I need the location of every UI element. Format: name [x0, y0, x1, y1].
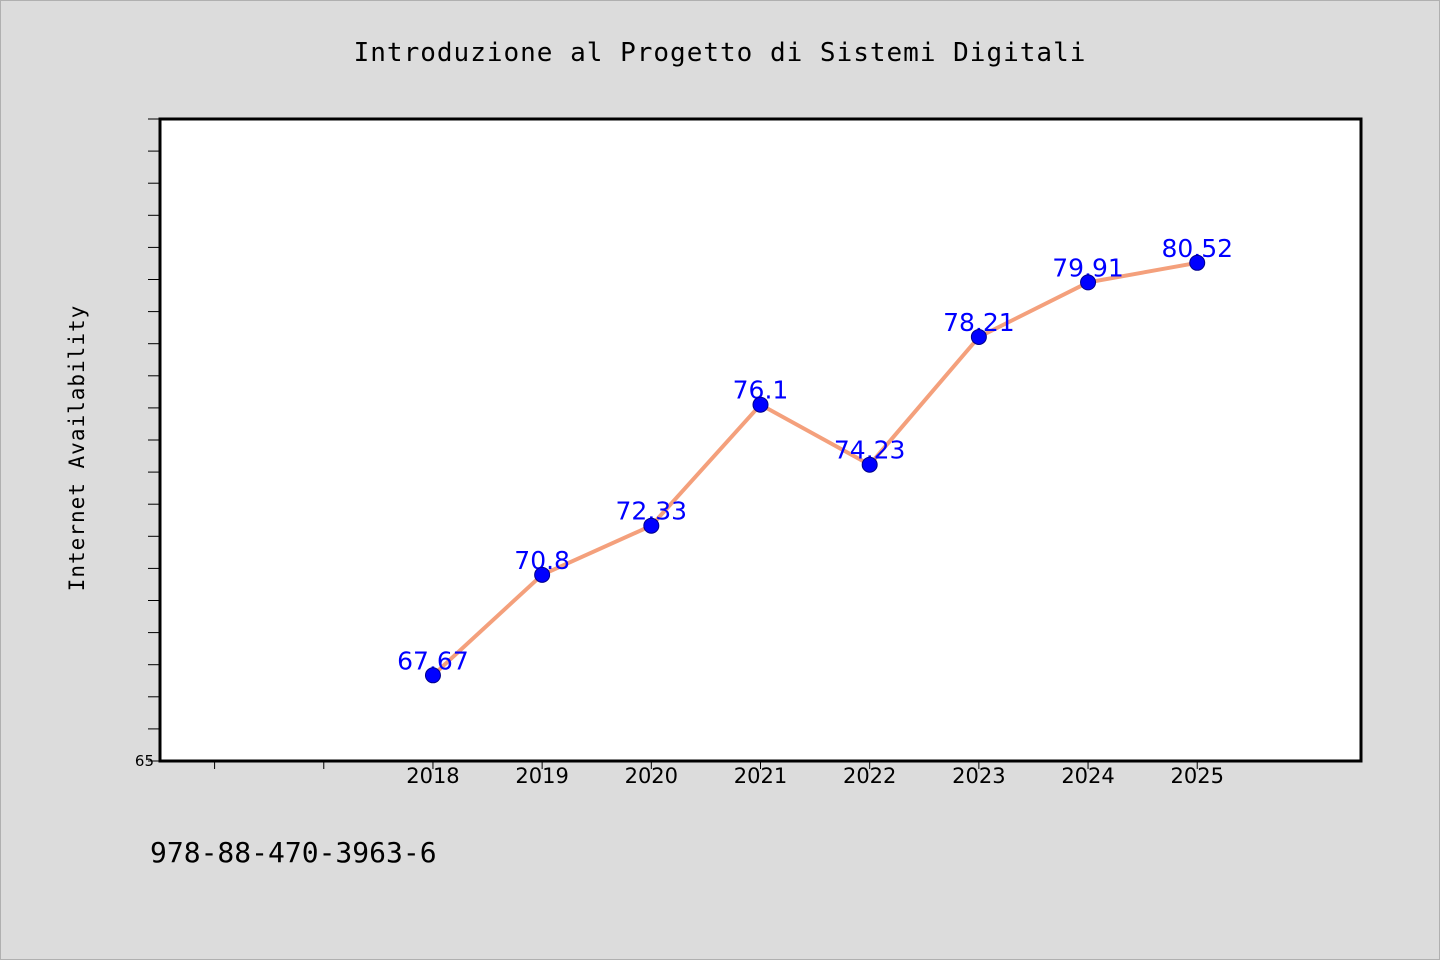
x-tick-label: 2021	[734, 764, 787, 788]
data-point	[861, 456, 878, 473]
series-line	[431, 260, 1198, 677]
data-point	[1080, 274, 1097, 291]
data-point	[752, 396, 769, 413]
x-tick-label: 2020	[625, 764, 678, 788]
plot-area	[158, 117, 1363, 763]
data-point	[424, 667, 441, 684]
y-axis-label: Internet Availability	[65, 305, 89, 592]
data-point	[970, 328, 987, 345]
data-point	[1189, 254, 1206, 271]
x-tick-label: 2023	[952, 764, 1005, 788]
x-tick-label: 2025	[1171, 764, 1224, 788]
x-tick-label: 2019	[515, 764, 568, 788]
axis-ticks: 65 2018 2019 2020 2021 2022 2023 2024 2025	[135, 118, 1224, 788]
x-tick-label: 2024	[1061, 764, 1114, 788]
y-tick-label: 65	[135, 752, 154, 770]
x-tick-label: 2018	[406, 764, 459, 788]
data-point	[534, 566, 551, 583]
x-tick-label: 2022	[843, 764, 896, 788]
data-point	[643, 517, 660, 534]
chart-title: Introduzione al Progetto di Sistemi Digi…	[354, 38, 1087, 68]
isbn-text: 978-88-470-3963-6	[150, 836, 437, 869]
